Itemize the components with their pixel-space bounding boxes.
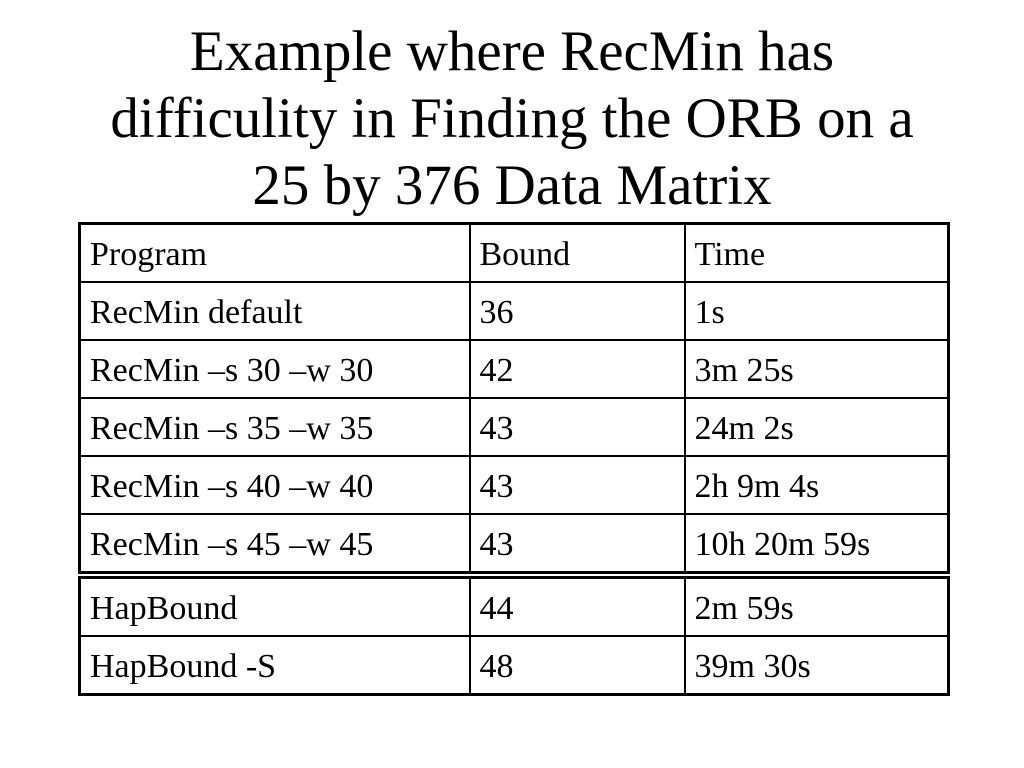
cell-time: 2h 9m 4s [683, 455, 950, 515]
cell-time: 24m 2s [683, 397, 950, 457]
header-cell-program: Program [78, 222, 471, 283]
cell-program: HapBound -S [78, 635, 471, 696]
table-row: RecMin –s 30 –w 30 42 3m 25s [78, 339, 950, 399]
table-row: HapBound -S 48 39m 30s [78, 635, 950, 696]
table-row: HapBound 44 2m 59s [78, 574, 950, 637]
header-cell-bound: Bound [468, 222, 686, 283]
table-row: RecMin –s 45 –w 45 43 10h 20m 59s [78, 513, 950, 579]
table-row: RecMin –s 40 –w 40 43 2h 9m 4s [78, 455, 950, 515]
cell-program: RecMin –s 35 –w 35 [78, 397, 471, 457]
header-cell-time: Time [683, 222, 950, 283]
results-table-container: Program Bound Time RecMin default 36 1s … [78, 222, 950, 696]
cell-program: HapBound [78, 574, 471, 637]
cell-program: RecMin –s 45 –w 45 [78, 513, 471, 579]
cell-program: RecMin default [78, 281, 471, 341]
cell-bound: 43 [468, 397, 686, 457]
cell-bound: 43 [468, 455, 686, 515]
cell-time: 1s [683, 281, 950, 341]
table-row: RecMin default 36 1s [78, 281, 950, 341]
title-line-3: 25 by 376 Data Matrix [252, 154, 772, 217]
title-line-1: Example where RecMin has [189, 20, 835, 83]
cell-bound: 44 [468, 574, 686, 637]
cell-bound: 42 [468, 339, 686, 399]
cell-time: 10h 20m 59s [683, 513, 950, 579]
slide-title: Example where RecMin has difficulity in … [0, 18, 1024, 219]
cell-bound: 36 [468, 281, 686, 341]
cell-time: 2m 59s [683, 574, 950, 637]
table-header-row: Program Bound Time [78, 222, 950, 283]
cell-time: 3m 25s [683, 339, 950, 399]
cell-time: 39m 30s [683, 635, 950, 696]
cell-program: RecMin –s 40 –w 40 [78, 455, 471, 515]
cell-program: RecMin –s 30 –w 30 [78, 339, 471, 399]
title-line-2: difficulity in Finding the ORB on a [110, 87, 914, 150]
table-row: RecMin –s 35 –w 35 43 24m 2s [78, 397, 950, 457]
results-table: Program Bound Time RecMin default 36 1s … [78, 222, 950, 696]
cell-bound: 43 [468, 513, 686, 579]
cell-bound: 48 [468, 635, 686, 696]
